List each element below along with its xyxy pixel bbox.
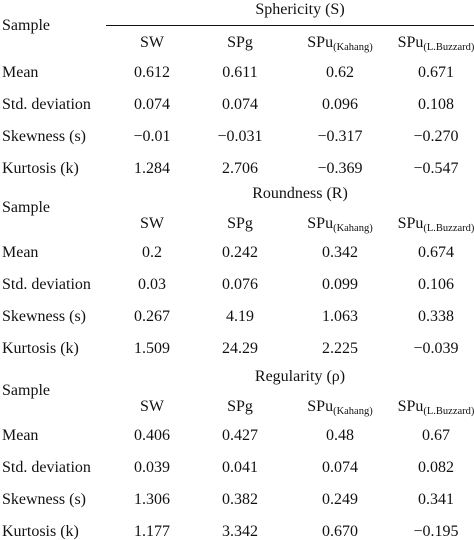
table-cell: 0.338 — [418, 308, 454, 325]
table-cell: 0.341 — [418, 491, 454, 508]
table-cell: −0.031 — [217, 128, 263, 145]
table-cell: 0.612 — [134, 64, 170, 81]
column-header-subscript: (L.Buzzard) — [423, 42, 474, 53]
section-title: Sphericity (S) — [255, 1, 345, 18]
table-cell: 0.48 — [326, 427, 354, 444]
table-cell: 0.671 — [418, 64, 454, 81]
column-header: SPg — [227, 35, 253, 51]
row-label: Mean — [2, 244, 39, 261]
column-header: SPu(L.Buzzard) — [398, 35, 474, 54]
column-header: SPu(L.Buzzard) — [398, 399, 474, 418]
table-cell: 0.382 — [222, 491, 258, 508]
table-cell: −0.547 — [413, 160, 459, 177]
row-label: Kurtosis (k) — [2, 160, 79, 177]
table-cell: 0.074 — [222, 96, 258, 113]
column-header-main: SPg — [227, 34, 253, 51]
column-header-main: SW — [140, 398, 164, 415]
column-header-main: SPu — [307, 34, 334, 51]
table-cell: 0.427 — [222, 427, 258, 444]
table-cell: −0.317 — [317, 128, 363, 145]
row-label: Std. deviation — [2, 96, 91, 113]
table-cell: 0.611 — [222, 64, 258, 81]
row-label: Kurtosis (k) — [2, 340, 79, 357]
row-label: Mean — [2, 427, 39, 444]
table-cell: −0.369 — [317, 160, 363, 177]
column-header: SPu(L.Buzzard) — [398, 216, 474, 235]
column-header: SPg — [227, 216, 253, 232]
row-label: Std. deviation — [2, 459, 91, 476]
column-header-main: SPu — [307, 398, 334, 415]
table-cell: 0.041 — [222, 459, 258, 476]
column-header: SW — [140, 216, 164, 232]
table-cell: 0.03 — [138, 276, 166, 293]
column-header-main: SPu — [397, 398, 424, 415]
column-header-subscript: (L.Buzzard) — [423, 223, 474, 234]
sample-label: Sample — [2, 199, 50, 216]
column-header-subscript: (L.Buzzard) — [423, 406, 474, 417]
table-cell: 2.225 — [322, 340, 358, 357]
sample-label: Sample — [2, 382, 50, 399]
table-cell: 0.62 — [326, 64, 354, 81]
column-header-main: SPu — [307, 215, 334, 232]
table-cell: 0.076 — [222, 276, 258, 293]
column-header-main: SW — [140, 34, 164, 51]
section-title: Roundness (R) — [252, 185, 348, 202]
table-cell: 0.039 — [134, 459, 170, 476]
table-cell: 0.074 — [322, 459, 358, 476]
row-label: Mean — [2, 64, 39, 81]
table-cell: −0.039 — [413, 340, 459, 357]
column-header: SPg — [227, 399, 253, 415]
sample-label: Sample — [2, 17, 50, 34]
row-label: Skewness (s) — [2, 491, 86, 508]
table-cell: 3.342 — [222, 523, 258, 540]
row-label: Kurtosis (k) — [2, 523, 79, 540]
column-header: SPu(Kahang) — [307, 216, 372, 235]
table-cell: 0.099 — [322, 276, 358, 293]
table-cell: 2.706 — [222, 160, 258, 177]
row-label: Std. deviation — [2, 276, 91, 293]
row-label: Skewness (s) — [2, 308, 86, 325]
table-cell: 0.249 — [322, 491, 358, 508]
column-header-main: SW — [140, 215, 164, 232]
table-cell: 0.674 — [418, 244, 454, 261]
table-cell: 1.177 — [134, 523, 170, 540]
table-cell: 0.406 — [134, 427, 170, 444]
table-cell: 4.19 — [226, 308, 254, 325]
table-cell: 1.306 — [134, 491, 170, 508]
table-cell: 0.342 — [322, 244, 358, 261]
column-header: SW — [140, 35, 164, 51]
table-cell: 0.267 — [134, 308, 170, 325]
table-cell: 0.096 — [322, 96, 358, 113]
header-rule — [106, 25, 474, 26]
table-cell: −0.01 — [133, 128, 171, 145]
table-cell: −0.270 — [413, 128, 459, 145]
table-cell: 0.67 — [422, 427, 450, 444]
table-cell: 1.063 — [322, 308, 358, 325]
table-cell: 0.108 — [418, 96, 454, 113]
column-header-subscript: (Kahang) — [333, 406, 373, 417]
table-cell: 0.082 — [418, 459, 454, 476]
column-header-main: SPg — [227, 398, 253, 415]
section-title: Regularity (ρ) — [254, 368, 346, 385]
column-header: SPu(Kahang) — [307, 35, 372, 54]
table-cell: 24.29 — [222, 340, 258, 357]
table-cell: 0.670 — [322, 523, 358, 540]
column-header-subscript: (Kahang) — [333, 42, 373, 53]
table-cell: 1.284 — [134, 160, 170, 177]
table-cell: 1.509 — [134, 340, 170, 357]
column-header: SW — [140, 399, 164, 415]
column-header-main: SPg — [227, 215, 253, 232]
table-cell: 0.2 — [142, 244, 162, 261]
row-label: Skewness (s) — [2, 128, 86, 145]
column-header-main: SPu — [397, 34, 424, 51]
column-header-main: SPu — [397, 215, 424, 232]
table-cell: 0.074 — [134, 96, 170, 113]
table-cell: 0.242 — [222, 244, 258, 261]
column-header-subscript: (Kahang) — [333, 223, 373, 234]
table-cell: −0.195 — [413, 523, 459, 540]
table-cell: 0.106 — [418, 276, 454, 293]
column-header: SPu(Kahang) — [307, 399, 372, 418]
